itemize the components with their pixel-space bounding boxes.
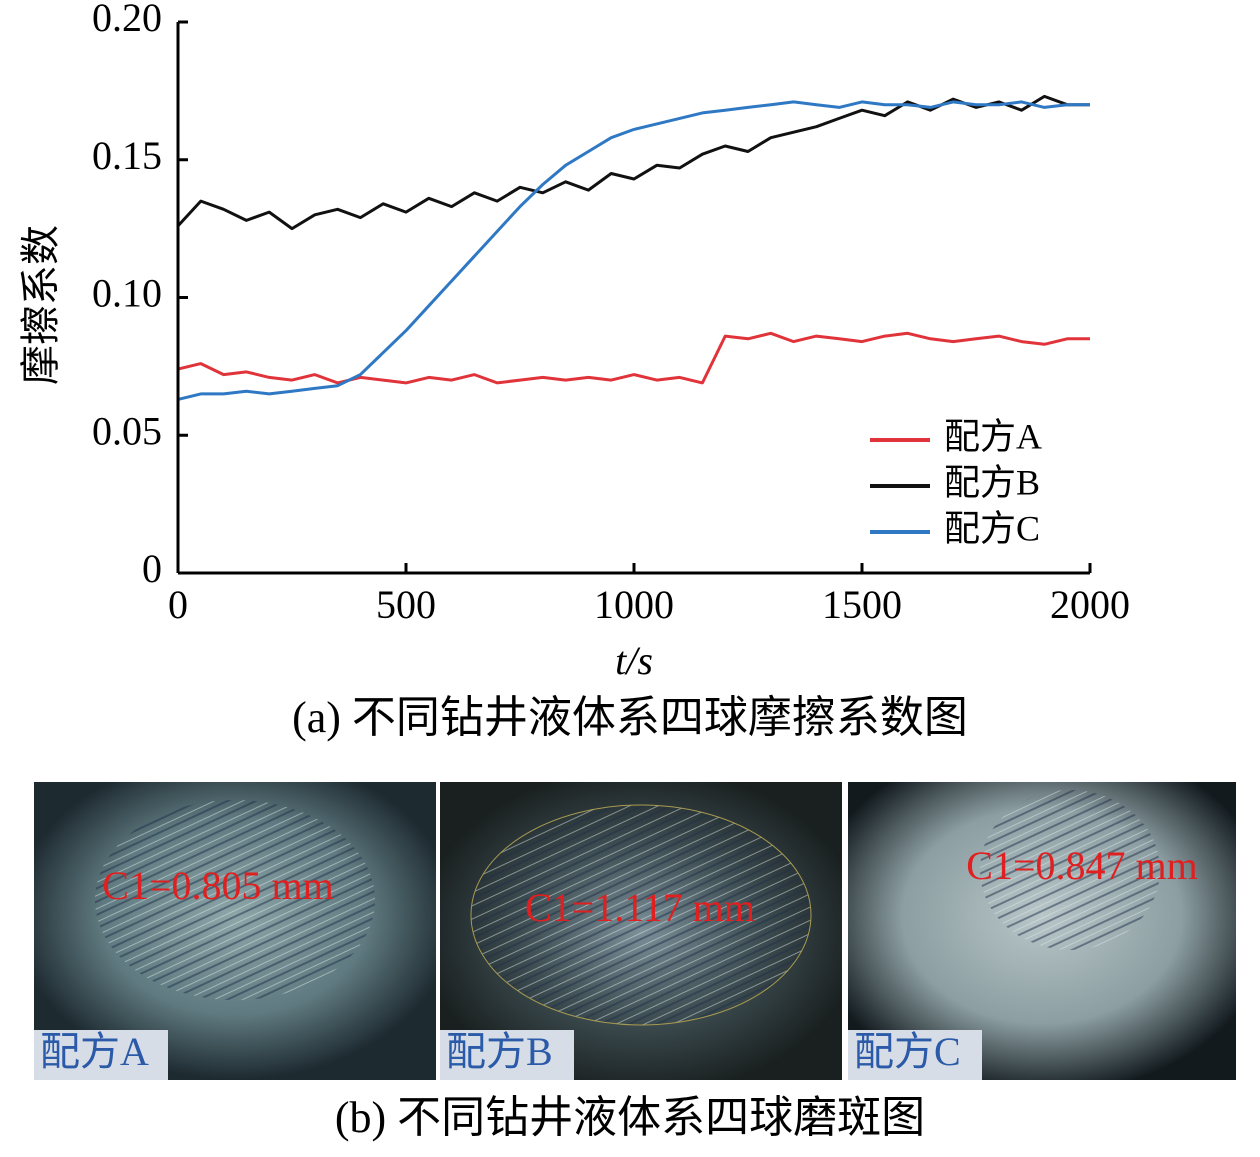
legend-label: 配方C [944, 508, 1040, 548]
x-tick-label: 1500 [822, 582, 902, 627]
panel-label: 配方A [40, 1029, 149, 1074]
wear-scar [470, 804, 812, 1026]
legend-label: 配方B [944, 462, 1040, 502]
x-tick-label: 2000 [1050, 582, 1130, 627]
y-tick-label: 0 [142, 546, 162, 591]
legend-label: 配方A [944, 416, 1042, 456]
y-axis-label: 摩擦系数 [18, 225, 63, 385]
wear-scar [95, 800, 375, 1000]
panel-label: 配方B [446, 1029, 553, 1074]
label-box [848, 1030, 982, 1080]
series-line [177, 100, 1090, 401]
x-tick-label: 1000 [594, 582, 674, 627]
x-axis-label: t/s [615, 638, 653, 683]
y-tick-label: 0.05 [92, 408, 162, 453]
measurement: C1=0.805 mm [102, 863, 333, 908]
y-tick-label: 0.15 [92, 133, 162, 178]
y-tick-label: 0.10 [92, 271, 162, 316]
measurement: C1=0.847 mm [966, 843, 1197, 888]
x-tick-label: 500 [376, 582, 436, 627]
label-box [34, 1030, 168, 1080]
series-line [176, 94, 1090, 231]
caption: (a) 不同钻井液体系四球摩擦系数图 [292, 693, 968, 742]
series-line [177, 331, 1090, 385]
wear-scar [980, 790, 1160, 950]
caption: (b) 不同钻井液体系四球磨斑图 [335, 1093, 925, 1142]
measurement: C1=1.117 mm [525, 885, 755, 930]
x-tick-label: 0 [168, 582, 188, 627]
panel-label: 配方C [854, 1029, 961, 1074]
y-tick-label: 0.20 [92, 0, 162, 40]
label-box [440, 1030, 574, 1080]
